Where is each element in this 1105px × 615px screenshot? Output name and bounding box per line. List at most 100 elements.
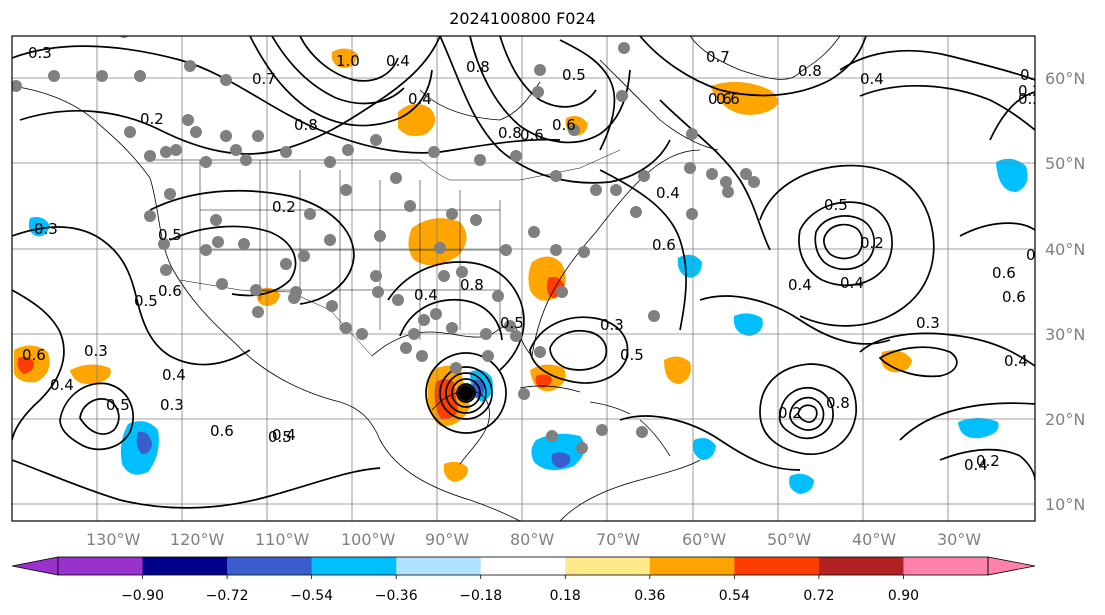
longitude-label: 40°W	[852, 530, 896, 549]
caribbean-islands	[519, 385, 671, 457]
contour-label: 0.4	[840, 274, 864, 292]
station-dot	[190, 126, 202, 138]
colorbar-tick-label: −0.36	[375, 588, 418, 604]
contour-label: 0.5	[268, 428, 292, 446]
longitude-label: 110°W	[255, 530, 310, 549]
latitude-label: 50°N	[1045, 154, 1085, 173]
latitude-label: 10°N	[1045, 495, 1085, 514]
station-dot	[400, 342, 412, 354]
colorbar-tick-label: −0.18	[459, 588, 502, 604]
station-dot	[446, 322, 458, 334]
contour-label: 0.3	[600, 316, 624, 334]
contour-label: 0.2	[860, 234, 884, 252]
station-dot	[428, 146, 440, 158]
contour-line	[559, 39, 616, 151]
colorbar-tick-label: 0.90	[888, 588, 919, 604]
contour-label: 0.2	[778, 404, 802, 422]
colorbar-over-triangle	[987, 556, 1036, 576]
contour-label: 0.8	[798, 62, 822, 80]
station-dot	[416, 350, 428, 362]
storm-center-marker	[458, 385, 474, 401]
contour-line	[299, 36, 399, 82]
colorbar-segment	[311, 557, 397, 575]
station-dot	[748, 176, 760, 188]
contour-label: 0.6	[708, 90, 732, 108]
colorbar-segment	[142, 557, 228, 575]
station-dot	[510, 330, 522, 342]
station-dot	[252, 306, 264, 318]
negative-anomaly-patch	[531, 433, 585, 471]
negative-anomaly-patch	[677, 254, 702, 278]
labrador-coast	[599, 59, 719, 151]
latitude-labels: 60°N 50°N 40°N 30°N 20°N 10°N	[1045, 69, 1085, 514]
station-dot	[504, 320, 516, 332]
contour-label: 0.4	[788, 276, 812, 294]
contour-line	[12, 459, 381, 509]
contour-label: 0.6	[716, 90, 740, 108]
contour-line	[59, 382, 134, 451]
deep-negative-anomaly-patch	[551, 452, 571, 468]
station-dot	[630, 206, 642, 218]
contour-line	[451, 378, 481, 408]
station-dot	[636, 426, 648, 438]
station-dot	[390, 172, 402, 184]
contour-label: 0.3	[916, 314, 940, 332]
contour-label: 0.4	[386, 52, 410, 70]
positive-anomaly-patch	[881, 350, 912, 373]
station-dot	[500, 244, 512, 256]
contour-label: 0.8	[294, 116, 318, 134]
contour-label: 0.5	[134, 292, 158, 310]
station-dot	[304, 208, 316, 220]
station-dot	[220, 130, 232, 142]
station-dot	[550, 244, 562, 256]
station-dot	[534, 64, 546, 76]
station-dot	[326, 300, 338, 312]
station-dot	[12, 80, 22, 92]
contour-line	[797, 404, 818, 423]
latitude-label: 60°N	[1045, 69, 1085, 88]
colorbar-tick-label: 0.36	[634, 588, 665, 604]
station-dot	[298, 250, 310, 262]
station-dot	[182, 114, 194, 126]
station-dot	[144, 150, 156, 162]
longitude-label: 60°W	[682, 530, 726, 549]
colorbar-under-triangle	[11, 556, 59, 576]
station-dot	[184, 60, 196, 72]
contour-label: 0.2	[272, 198, 296, 216]
contour-line	[169, 225, 297, 297]
station-dot	[280, 146, 292, 158]
contour-label: 0.4	[656, 184, 680, 202]
strong-positive-anomaly-patch	[17, 356, 34, 374]
contour-label: 0.5	[620, 346, 644, 364]
contour-line	[789, 396, 825, 431]
station-dot	[164, 188, 176, 200]
station-dot	[534, 346, 546, 358]
station-dot	[616, 90, 628, 102]
colorbar-tick-label: −0.72	[206, 588, 249, 604]
contour-line	[699, 295, 891, 345]
station-dot	[474, 154, 486, 166]
station-dot	[288, 292, 300, 304]
station-dot	[160, 264, 172, 276]
longitude-label: 90°W	[425, 530, 469, 549]
contour-label: 0.4	[964, 456, 988, 474]
contour-line	[529, 316, 629, 384]
colorbar-tick-label: −0.54	[290, 588, 333, 604]
colorbar-segment	[565, 557, 651, 575]
negative-anomaly-patch	[789, 473, 814, 494]
contour-line	[839, 49, 1035, 81]
negative-anomaly-patch	[996, 158, 1028, 192]
station-dot	[134, 70, 146, 82]
colorbar-tick-label: 0.54	[719, 588, 750, 604]
positive-anomaly-patch	[398, 103, 436, 136]
contour-label: 0.6	[158, 282, 182, 300]
longitude-label: 70°W	[596, 530, 640, 549]
contour-label: 0.6	[1002, 288, 1026, 306]
contour-line	[778, 386, 834, 440]
longitude-label: 50°W	[767, 530, 811, 549]
station-dot	[456, 266, 468, 278]
contour-line	[12, 226, 251, 366]
north-america-west-coast	[12, 85, 521, 521]
station-dot	[374, 230, 386, 242]
station-dot	[96, 70, 108, 82]
